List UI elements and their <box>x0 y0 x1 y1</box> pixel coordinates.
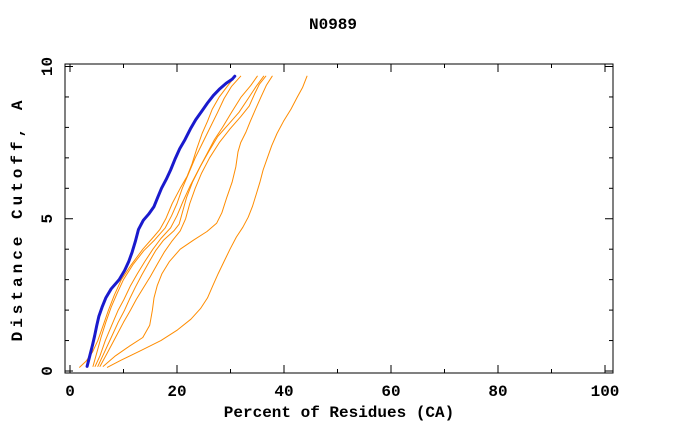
x-tick-label: 100 <box>591 383 620 401</box>
series-line-orange-curve-3 <box>94 75 258 367</box>
y-tick-label: 0 <box>39 366 57 376</box>
series-line-orange-curve-7 <box>106 75 308 368</box>
y-tick-label: 5 <box>39 214 57 224</box>
series-line-orange-curve-4 <box>97 75 265 367</box>
x-axis-title: Percent of Residues (CA) <box>224 404 454 422</box>
x-tick-label: 40 <box>274 383 293 401</box>
series-line-orange-curve-5 <box>99 75 267 367</box>
data-series <box>79 74 308 368</box>
tick-labels: 0 20 40 60 80 100 0 5 10 <box>39 57 619 401</box>
axis-ticks <box>65 64 613 373</box>
x-tick-label: 20 <box>167 383 186 401</box>
chart-title: N0989 <box>309 16 357 34</box>
y-tick-label: 10 <box>39 57 57 76</box>
series-line-orange-curve-2 <box>92 75 242 367</box>
series-line-orange-curve-1 <box>79 75 236 368</box>
x-tick-label: 0 <box>65 383 75 401</box>
series-line-orange-curve-6 <box>102 75 273 367</box>
series-line-blue-thick-curve <box>85 74 237 368</box>
x-tick-label: 80 <box>488 383 507 401</box>
x-tick-label: 60 <box>381 383 400 401</box>
y-axis-title: Distance Cutoff, A <box>9 97 27 342</box>
plot-frame <box>64 63 614 374</box>
